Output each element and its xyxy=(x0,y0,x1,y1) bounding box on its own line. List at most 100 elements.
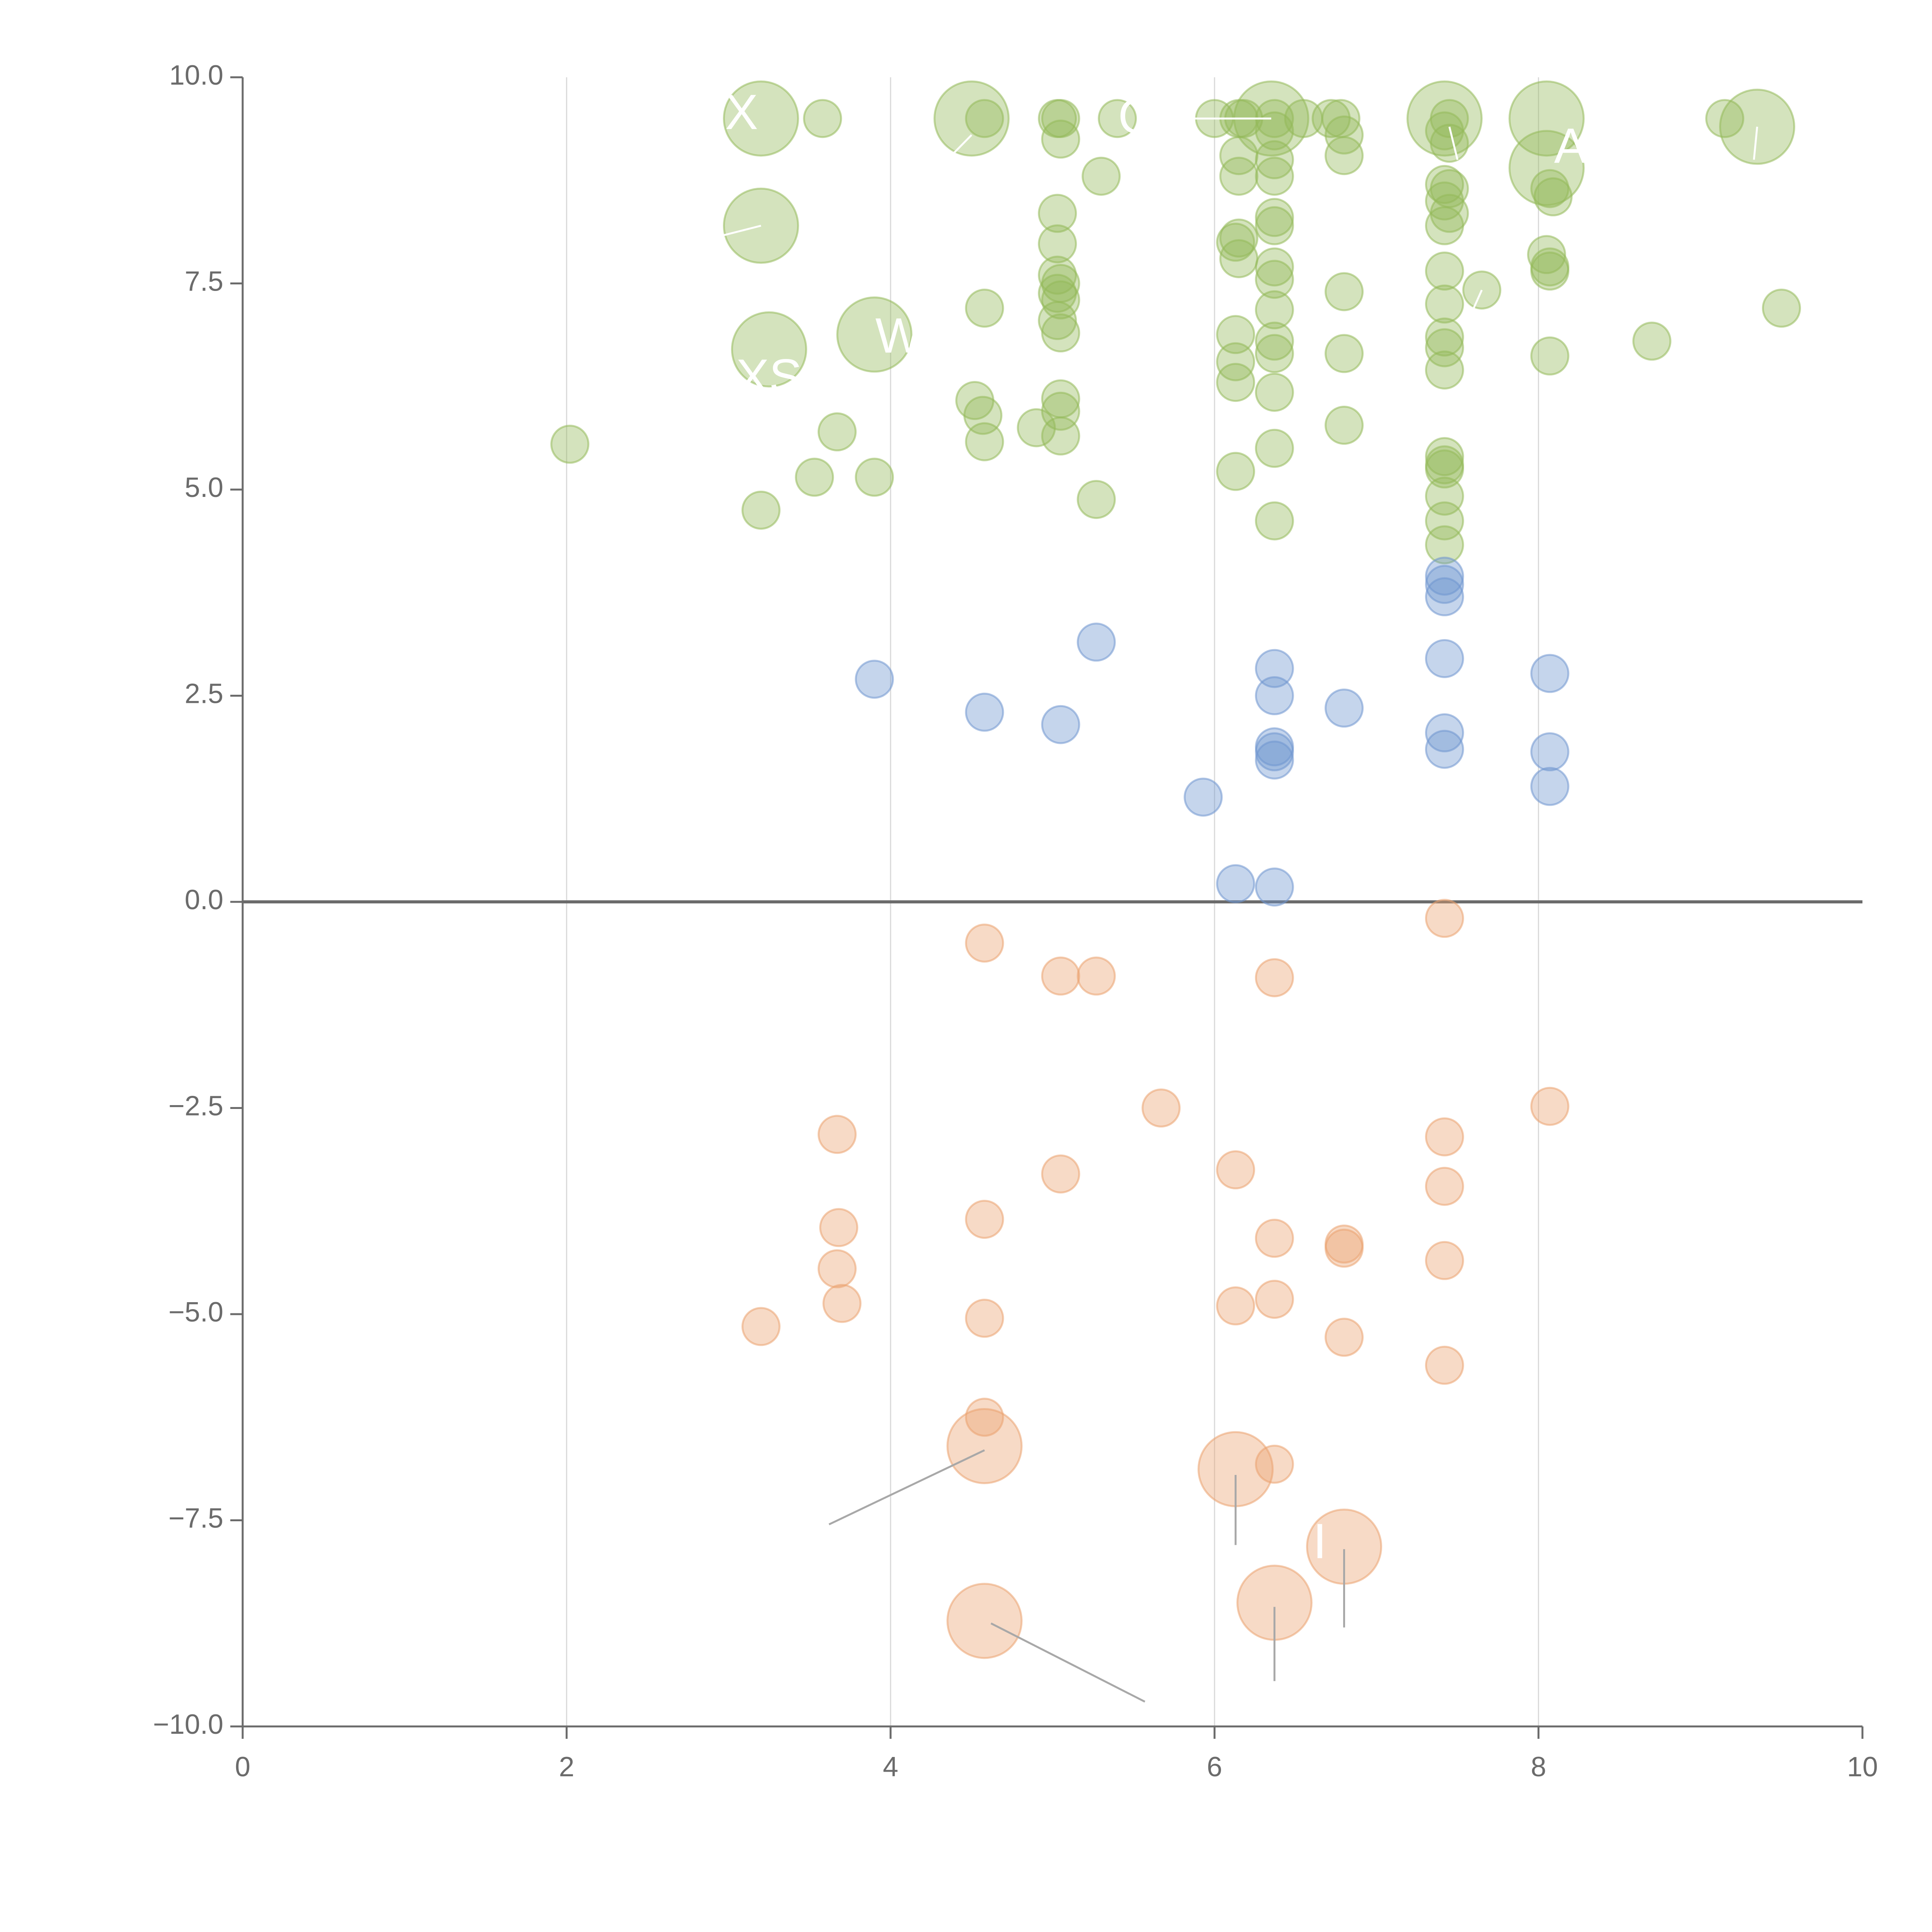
data-point xyxy=(1325,689,1364,728)
data-point xyxy=(1041,956,1080,996)
data-point xyxy=(1632,321,1672,361)
data-point xyxy=(1425,1241,1464,1280)
data-point xyxy=(1216,1286,1255,1326)
data-point xyxy=(836,296,913,373)
data-point xyxy=(741,490,781,530)
x-tick-label: 4 xyxy=(883,1752,898,1782)
data-point xyxy=(1425,525,1464,565)
data-point xyxy=(817,1249,857,1289)
data-point xyxy=(1425,1167,1464,1206)
data-point xyxy=(965,692,1004,732)
data-point xyxy=(1077,622,1116,662)
data-point xyxy=(1425,328,1464,367)
data-point xyxy=(1255,111,1294,151)
data-point xyxy=(1216,864,1255,903)
data-point xyxy=(965,289,1004,328)
data-point xyxy=(1255,732,1294,772)
data-point xyxy=(1038,194,1077,233)
point-label: I xyxy=(1313,1514,1327,1569)
data-point xyxy=(1184,777,1223,817)
data-point xyxy=(1533,177,1573,216)
data-point xyxy=(1255,1219,1294,1258)
data-point xyxy=(965,923,1004,963)
data-point xyxy=(1325,136,1364,175)
leader-line xyxy=(946,134,973,161)
data-point xyxy=(1430,124,1469,163)
data-point xyxy=(1255,1280,1294,1319)
data-point xyxy=(1098,99,1137,138)
data-point xyxy=(723,80,799,157)
data-point xyxy=(1216,223,1255,262)
data-point xyxy=(965,1299,1004,1338)
x-tick-label: 10 xyxy=(1847,1752,1878,1782)
data-point xyxy=(965,1200,1004,1239)
data-point xyxy=(1255,247,1294,287)
data-point xyxy=(1017,408,1056,447)
data-point xyxy=(946,1408,1023,1484)
x-tick-label: 8 xyxy=(1531,1752,1546,1782)
data-point xyxy=(1425,556,1464,596)
point-labels: X GM AP W XS I xyxy=(725,85,1620,1569)
data-point xyxy=(1216,342,1255,381)
data-point xyxy=(1530,251,1570,291)
data-point xyxy=(1406,80,1483,157)
data-point xyxy=(795,457,834,497)
y-tick-label: 7.5 xyxy=(185,266,223,297)
leader-line xyxy=(1753,126,1759,160)
data-point xyxy=(1425,730,1464,769)
data-point xyxy=(1325,406,1364,445)
y-tick-label: −10.0 xyxy=(153,1709,223,1740)
data-point xyxy=(1041,119,1080,159)
data-point xyxy=(1041,99,1080,138)
data-point xyxy=(741,1307,781,1346)
y-tick-label: 5.0 xyxy=(185,472,223,503)
point-label: X xyxy=(725,85,758,140)
data-point xyxy=(965,1398,1004,1437)
data-point xyxy=(855,660,894,699)
data-point xyxy=(1255,206,1294,245)
data-point xyxy=(803,99,842,138)
y-tick-label: 10.0 xyxy=(169,60,223,91)
data-point xyxy=(1255,156,1294,196)
data-point xyxy=(1216,452,1255,491)
data-point xyxy=(1325,334,1364,373)
data-point xyxy=(855,457,894,497)
data-point xyxy=(1425,206,1464,245)
data-point xyxy=(1255,501,1294,541)
data-point xyxy=(1255,372,1294,412)
data-point xyxy=(550,425,590,464)
data-point xyxy=(1041,313,1080,353)
label-leaders xyxy=(696,117,1759,1703)
data-point xyxy=(1041,705,1080,744)
data-point xyxy=(1311,99,1351,138)
data-point xyxy=(1530,732,1570,772)
data-point xyxy=(1255,867,1294,907)
data-point xyxy=(1041,1154,1080,1194)
data-point xyxy=(1219,156,1259,196)
data-point xyxy=(1255,290,1294,330)
axes: 10.0 7.5 5.0 2.5 0.0 −2.5 −5.0 −7.5 −10.0 0 2 4 6 8 10 xyxy=(153,60,1878,1782)
data-point xyxy=(1425,713,1464,753)
y-tick-label: 2.5 xyxy=(185,679,223,709)
data-point xyxy=(1425,284,1464,324)
point-label: GM xyxy=(1118,89,1197,144)
data-point xyxy=(1255,260,1294,299)
leader-line xyxy=(1448,126,1459,160)
x-tick-label: 2 xyxy=(559,1752,574,1782)
data-point xyxy=(1255,676,1294,715)
data-point xyxy=(1705,99,1745,138)
data-point xyxy=(1425,501,1464,541)
data-point xyxy=(1038,301,1077,340)
data-point xyxy=(819,1208,859,1247)
leader-line xyxy=(1473,289,1483,309)
data-point xyxy=(1530,336,1570,376)
data-point xyxy=(1255,1444,1294,1484)
data-point xyxy=(1077,480,1116,519)
data-point xyxy=(1325,1228,1364,1268)
y-tick-label: −5.0 xyxy=(168,1297,223,1328)
data-point xyxy=(1216,363,1255,402)
data-point xyxy=(946,1583,1023,1659)
data-point xyxy=(1219,239,1259,278)
data-point xyxy=(1216,1150,1255,1190)
data-point xyxy=(1038,274,1077,313)
